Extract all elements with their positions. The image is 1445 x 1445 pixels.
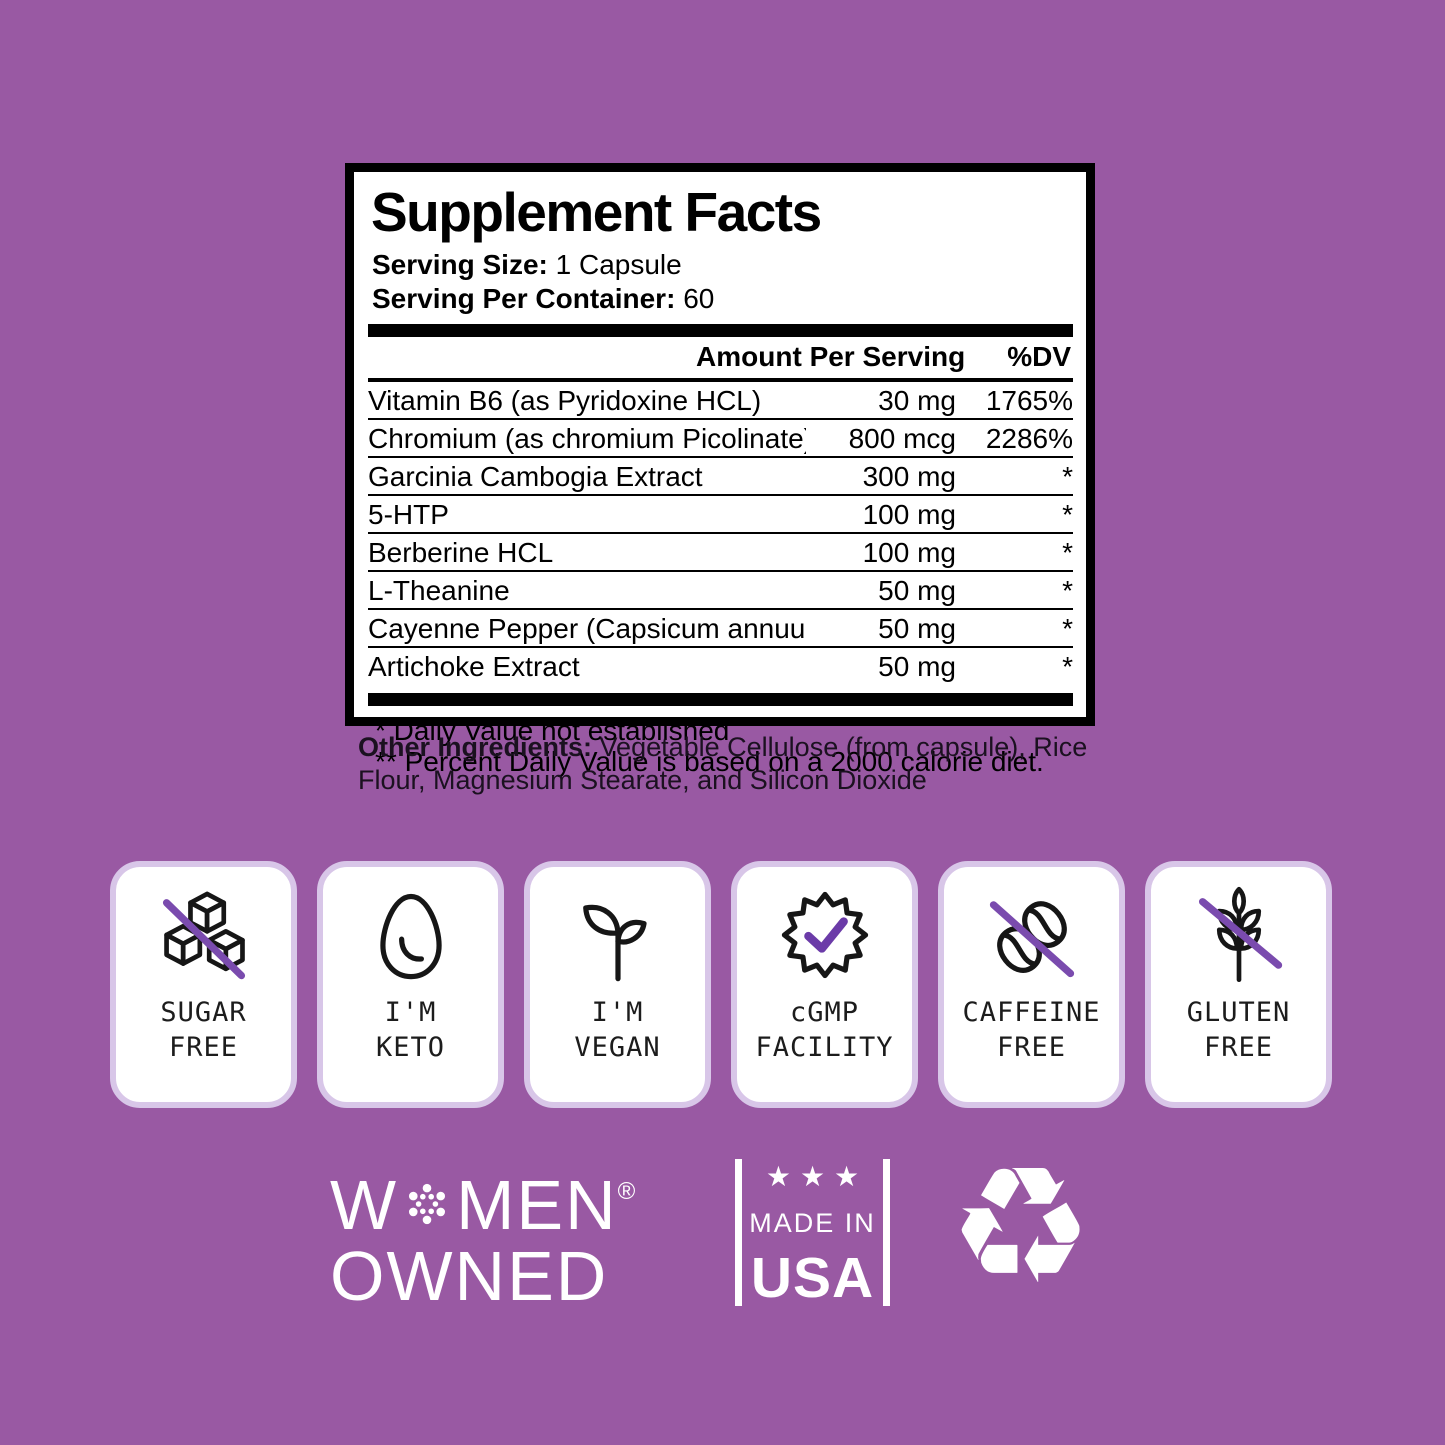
ingredient-name: Artichoke Extract xyxy=(368,651,580,682)
badge-cgmp-facility: cGMP FACILITY xyxy=(731,861,918,1108)
ingredient-name: L-Theanine xyxy=(368,575,510,606)
table-row: 5-HTP 100 mg * xyxy=(368,496,1073,534)
ingredient-amount: 100 mg xyxy=(862,537,956,568)
coffee-beans-icon xyxy=(989,901,1074,978)
badge-label-line2: FREE xyxy=(1203,1032,1273,1063)
ingredient-name: Cayenne Pepper (Capsicum annuum) xyxy=(368,613,806,644)
table-row: Artichoke Extract 50 mg * xyxy=(368,648,1073,684)
servings-per-container-line: Serving Per Container: 60 xyxy=(372,282,1073,315)
women-owned-men: MEN xyxy=(456,1166,618,1244)
footnote-percent-dv: ** Percent Daily Value is based on a 200… xyxy=(375,746,1044,777)
ingredient-name: Garcinia Cambogia Extract xyxy=(368,461,703,492)
usa-text: USA xyxy=(750,1246,875,1310)
table-row: Berberine HCL 100 mg * xyxy=(368,534,1073,572)
registered-mark: ® xyxy=(617,1178,636,1205)
recycle-icon: ♻ xyxy=(948,1133,1094,1321)
thick-divider-bottom xyxy=(368,693,1073,706)
ingredient-dv: * xyxy=(1062,461,1073,492)
servings-per-container-value: 60 xyxy=(683,283,715,314)
other-ingredients: Other Ingredients: Vegetable Cellulose (… xyxy=(358,731,1106,797)
badge-caffeine-free: CAFFEINE FREE xyxy=(938,861,1125,1108)
ingredient-amount: 50 mg xyxy=(878,651,956,682)
serving-size-label: Serving Size: xyxy=(372,249,548,280)
table-row: Chromium (as chromium Picolinate) 800 mc… xyxy=(368,420,1073,458)
badge-label-line1: cGMP xyxy=(789,997,859,1028)
column-header-amount: Amount Per Serving xyxy=(696,341,966,372)
badge-label-line2: FREE xyxy=(168,1032,239,1063)
made-in-text: MADE IN xyxy=(749,1207,876,1238)
thick-divider-top xyxy=(368,324,1073,337)
women-owned-line1: W MEN® xyxy=(330,1156,635,1241)
sugar-cubes-icon xyxy=(162,891,245,980)
ingredient-dv: * xyxy=(1062,613,1073,644)
ingredient-dv: * xyxy=(1062,651,1073,682)
badge-label-line2: FACILITY xyxy=(755,1032,894,1063)
table-row: Vitamin B6 (as Pyridoxine HCL) 30 mg 176… xyxy=(368,382,1073,420)
sprout-icon xyxy=(582,904,647,982)
footnote-dv-not-established: * Daily Value not established xyxy=(375,715,730,746)
facts-footnotes: * Daily Value not established ** Percent… xyxy=(375,715,1073,777)
table-row: L-Theanine 50 mg * xyxy=(368,572,1073,610)
badge-label-line1: I'M xyxy=(384,997,437,1028)
ingredient-amount: 50 mg xyxy=(878,613,956,644)
ingredient-amount: 30 mg xyxy=(878,385,956,416)
ingredient-amount: 100 mg xyxy=(862,499,956,530)
egg-icon xyxy=(379,893,442,980)
supplement-facts-title: Supplement Facts xyxy=(371,181,822,243)
badge-im-keto: I'M KETO xyxy=(317,861,504,1108)
women-owned-flower-icon xyxy=(409,1183,446,1225)
table-row: Garcinia Cambogia Extract 300 mg * xyxy=(368,458,1073,496)
supplement-facts-panel: Supplement Facts Serving Size: 1 Capsule… xyxy=(345,163,1095,777)
wheat-icon xyxy=(1198,886,1282,983)
ingredient-dv: * xyxy=(1062,575,1073,606)
seal-check-icon xyxy=(781,891,868,979)
ingredient-dv: 2286% xyxy=(985,423,1073,454)
women-owned-logo: W MEN® OWNED xyxy=(330,1156,635,1312)
servings-per-container-label: Serving Per Container: xyxy=(372,283,676,314)
women-owned-w: W xyxy=(330,1166,399,1244)
badge-im-vegan: I'M VEGAN xyxy=(524,861,711,1108)
badge-label-line2: VEGAN xyxy=(574,1032,661,1063)
badge-label-line1: SUGAR xyxy=(160,997,247,1028)
ingredient-name: Vitamin B6 (as Pyridoxine HCL) xyxy=(368,385,762,416)
ingredient-amount: 800 mcg xyxy=(848,423,956,454)
feature-badges-row: SUGAR FREE I'M KETO I'M VEGAN xyxy=(110,861,1332,1108)
ingredient-amount: 50 mg xyxy=(878,575,956,606)
facts-header-row: Amount Per Serving %DV xyxy=(368,337,1073,382)
ingredient-name: 5-HTP xyxy=(368,499,449,530)
badge-label-line1: CAFFEINE xyxy=(962,997,1101,1028)
ingredient-dv: 1765% xyxy=(985,385,1073,416)
serving-size-line: Serving Size: 1 Capsule xyxy=(372,248,1073,281)
badge-label-line1: I'M xyxy=(591,997,644,1028)
made-in-usa-logo: ★★★ MADE IN USA xyxy=(735,1159,890,1310)
badge-label-line2: FREE xyxy=(996,1032,1066,1063)
women-owned-line2: OWNED xyxy=(330,1237,609,1315)
other-ingredients-label: Other Ingredients: xyxy=(358,732,593,762)
serving-size-value: 1 Capsule xyxy=(555,249,682,280)
table-row: Cayenne Pepper (Capsicum annuum) 50 mg * xyxy=(368,610,1073,648)
badge-sugar-free: SUGAR FREE xyxy=(110,861,297,1108)
badge-label-line1: GLUTEN xyxy=(1186,997,1291,1028)
ingredient-name: Chromium (as chromium Picolinate) xyxy=(368,423,806,454)
badge-label-line2: KETO xyxy=(375,1032,446,1063)
column-header-dv: %DV xyxy=(1007,341,1071,372)
stars-icon: ★★★ xyxy=(765,1161,869,1192)
ingredient-dv: * xyxy=(1062,537,1073,568)
ingredient-dv: * xyxy=(1062,499,1073,530)
badge-gluten-free: GLUTEN FREE xyxy=(1145,861,1332,1108)
ingredient-name: Berberine HCL xyxy=(368,537,554,568)
ingredient-amount: 300 mg xyxy=(862,461,956,492)
other-ingredients-text: Vegetable Cellulose (from capsule), Rice… xyxy=(358,732,1088,795)
